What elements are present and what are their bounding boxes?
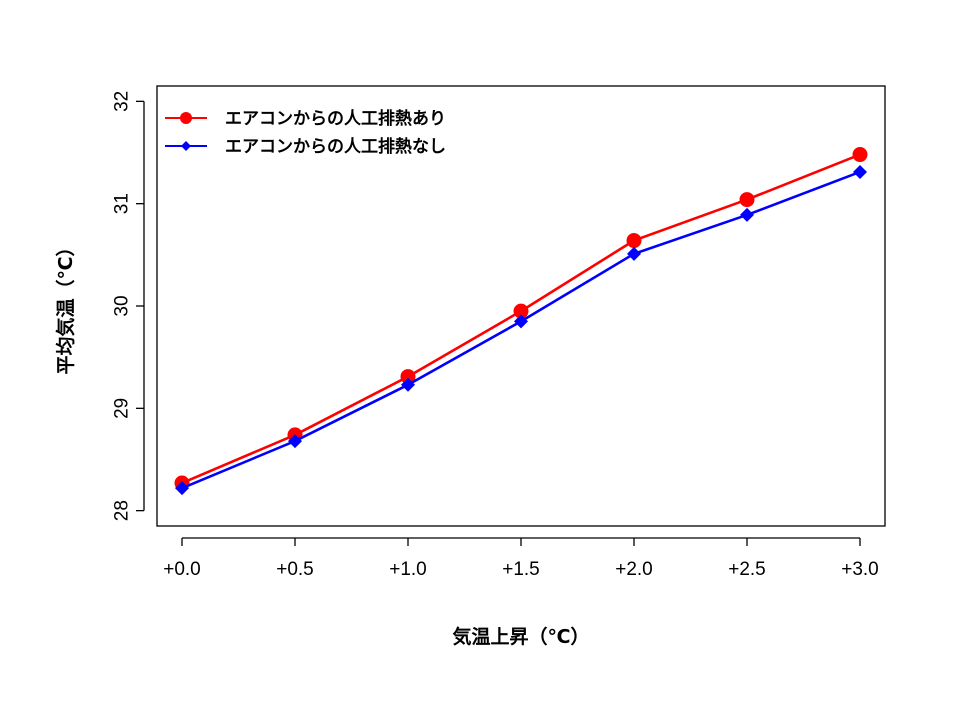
data-point: [626, 233, 642, 249]
y-tick-label: 31: [112, 193, 133, 214]
y-axis-title: 平均気温（℃）: [54, 237, 77, 374]
data-point: [739, 192, 755, 208]
y-tick-label: 28: [112, 500, 133, 521]
legend-marker: [181, 141, 191, 151]
data-point: [401, 377, 415, 392]
x-axis: +0.0 +0.5 +1.0 +1.5 +2.0 +2.5 +3.0: [163, 537, 879, 580]
legend-marker: [180, 112, 192, 124]
x-axis-title: 気温上昇（℃）: [452, 625, 589, 648]
legend-label: エアコンからの人工排熱あり: [225, 108, 446, 129]
x-tick-label: +0.5: [276, 559, 314, 580]
legend-label: エアコンからの人工排熱なし: [225, 136, 446, 157]
legend-item: エアコンからの人工排熱あり: [165, 108, 446, 129]
series-2: [175, 164, 867, 496]
data-point: [740, 207, 754, 222]
data-point: [627, 246, 641, 261]
y-tick-label: 32: [112, 91, 133, 112]
data-point: [288, 434, 302, 449]
x-tick-label: +1.0: [389, 559, 427, 580]
data-point: [852, 147, 868, 163]
legend-item: エアコンからの人工排熱なし: [165, 136, 446, 157]
data-point: [853, 164, 867, 179]
data-point: [513, 303, 529, 319]
x-tick-label: +3.0: [841, 559, 879, 580]
data-point: [400, 369, 416, 385]
x-tick-label: +2.0: [615, 559, 653, 580]
y-tick-label: 29: [112, 398, 133, 419]
data-point: [175, 481, 189, 496]
data-point: [514, 314, 528, 329]
series-layer: [174, 147, 868, 496]
x-tick-label: +1.5: [502, 559, 540, 580]
x-tick-label: +0.0: [163, 559, 201, 580]
plot-frame: [156, 85, 886, 527]
y-tick-label: 30: [112, 295, 133, 316]
x-tick-label: +2.5: [728, 559, 766, 580]
y-axis: 28 29 30 31 32: [112, 91, 145, 521]
